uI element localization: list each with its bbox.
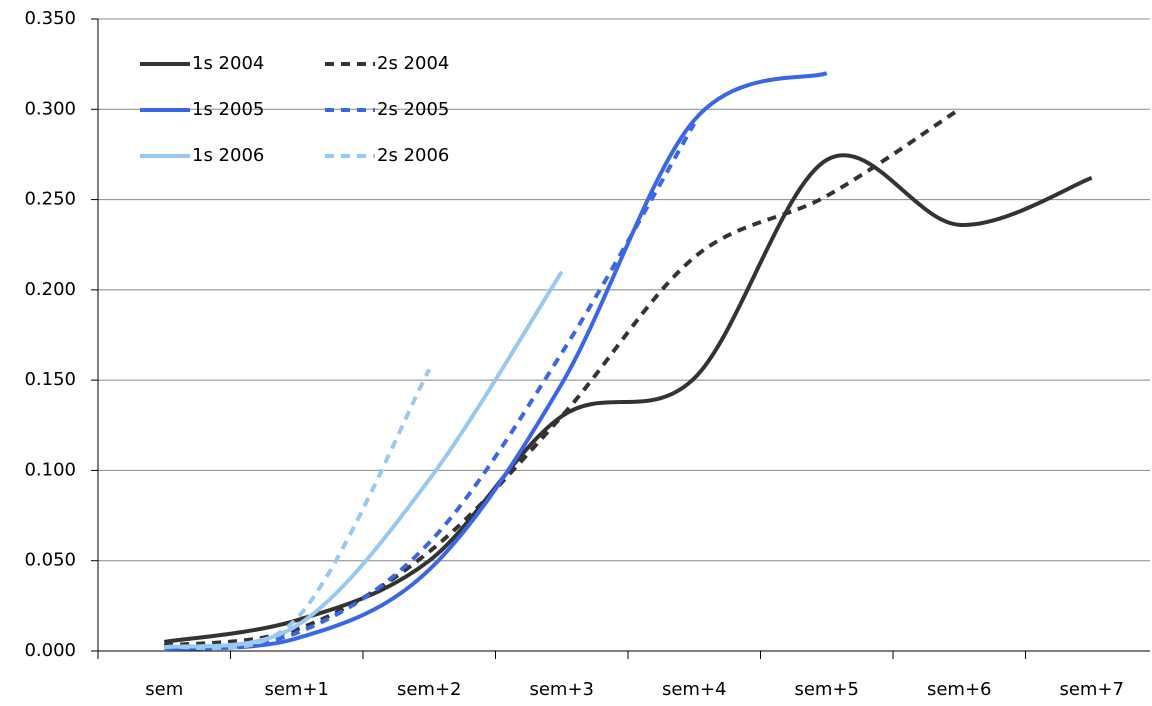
series-line xyxy=(164,107,961,648)
legend-label: 1s 2004 xyxy=(192,53,264,74)
series-line xyxy=(163,368,432,651)
x-tick-label: sem+7 xyxy=(1059,679,1124,700)
y-tick-label: 0.300 xyxy=(24,98,76,119)
series-line xyxy=(164,71,828,652)
series-line xyxy=(163,270,564,650)
y-tick-label: 0.250 xyxy=(24,189,76,210)
x-tick-label: sem+4 xyxy=(662,679,727,700)
x-tick-label: sem+5 xyxy=(794,679,859,700)
x-tick-label: sem+2 xyxy=(397,679,462,700)
x-tick-label: sem+1 xyxy=(264,679,329,700)
x-tick-label: sem+6 xyxy=(927,679,992,700)
legend-label: 2s 2004 xyxy=(377,53,449,74)
legend-label: 2s 2006 xyxy=(377,145,449,166)
y-tick-label: 0.200 xyxy=(24,279,76,300)
y-tick-label: 0.150 xyxy=(24,369,76,390)
legend-label: 1s 2005 xyxy=(192,99,264,120)
legend-label: 1s 2006 xyxy=(192,145,264,166)
legend-label: 2s 2005 xyxy=(377,99,449,120)
y-tick-label: 0.050 xyxy=(24,550,76,571)
x-tick-label: sem+3 xyxy=(529,679,594,700)
y-tick-label: 0.100 xyxy=(24,459,76,480)
y-tick-label: 0.350 xyxy=(24,8,76,29)
x-tick-label: sem xyxy=(145,679,183,700)
y-tick-label: 0.000 xyxy=(24,640,76,661)
series-line xyxy=(164,122,696,650)
series-line xyxy=(163,153,1093,644)
